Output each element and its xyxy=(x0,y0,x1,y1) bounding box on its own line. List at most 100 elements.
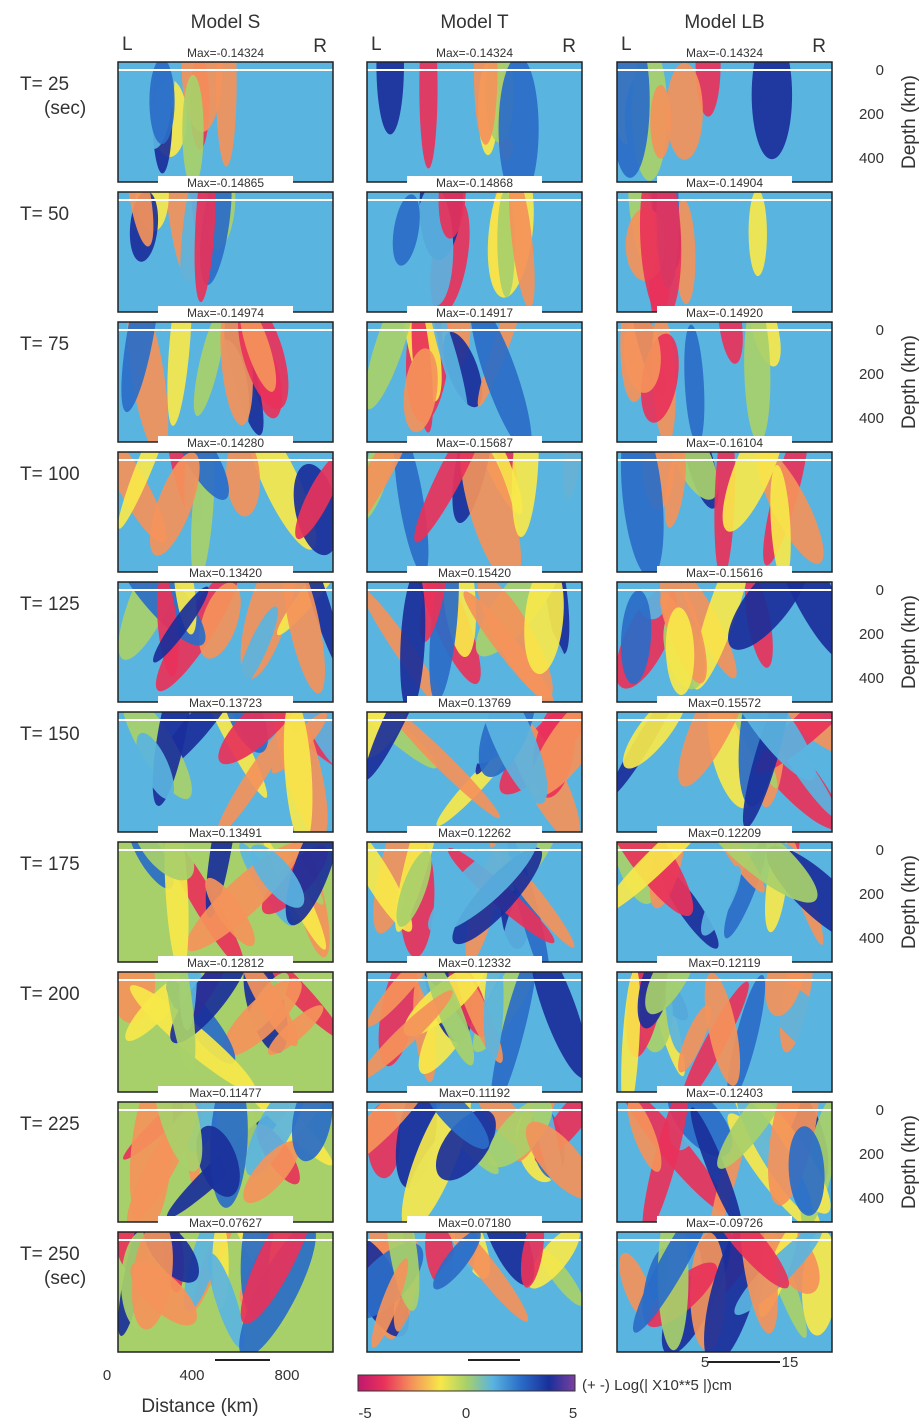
wavefield xyxy=(367,1102,582,1222)
wave-band xyxy=(748,192,767,277)
time-unit: (sec) xyxy=(44,98,86,119)
max-bg xyxy=(407,696,542,710)
max-bg xyxy=(657,956,792,970)
depth-tick: 400 xyxy=(859,930,884,947)
time-label: T= 250 xyxy=(20,1244,80,1265)
depth-tick: 400 xyxy=(859,1190,884,1207)
right-label: R xyxy=(812,36,826,57)
wave-band xyxy=(371,1258,409,1348)
wave-band xyxy=(283,712,313,832)
max-bg xyxy=(158,956,293,970)
wave-band xyxy=(530,972,582,1079)
wave-band xyxy=(765,972,806,1017)
max-label: Max=-0.14324 xyxy=(187,46,264,60)
column-title: Model T xyxy=(440,12,509,33)
max-label: Max=0.13491 xyxy=(189,826,262,840)
wavefield xyxy=(367,322,582,442)
wavefield xyxy=(617,712,832,832)
wave-band xyxy=(133,842,195,881)
wave-band xyxy=(511,452,539,538)
max-bg xyxy=(407,1086,542,1100)
max-bg xyxy=(407,956,542,970)
depth-tick: 0 xyxy=(876,582,884,599)
wavefield xyxy=(617,582,832,702)
max-bg xyxy=(158,826,293,840)
distance-tick: 0 xyxy=(103,1367,111,1384)
wave-band xyxy=(650,84,671,159)
wave-band xyxy=(684,324,705,442)
wavefield xyxy=(118,972,333,1092)
max-label: Max=-0.14904 xyxy=(686,176,763,190)
depth-tick: 0 xyxy=(876,842,884,859)
max-label: Max=0.07627 xyxy=(189,1216,262,1230)
wave-band xyxy=(633,1232,717,1333)
max-bg xyxy=(158,176,293,190)
max-label: Max=0.07180 xyxy=(438,1216,511,1230)
depth-tick: 200 xyxy=(859,106,884,123)
max-bg xyxy=(407,1216,542,1230)
colorbar-label: (+ -) Log(| X10**5 |)cm xyxy=(582,1377,732,1394)
max-label: Max=0.12209 xyxy=(688,826,761,840)
wave-band xyxy=(428,842,538,933)
left-label: L xyxy=(122,34,133,55)
time-label: T= 150 xyxy=(20,724,80,745)
wave-band xyxy=(701,865,741,936)
max-label: Max=0.12332 xyxy=(438,956,511,970)
wave-band xyxy=(385,1232,420,1311)
time-label: T= 125 xyxy=(20,594,80,615)
wavefield xyxy=(617,322,832,442)
wave-band xyxy=(282,582,325,694)
wavefield xyxy=(617,842,832,962)
depth-tick: 0 xyxy=(876,62,884,79)
wavefield xyxy=(367,972,582,1092)
max-bg xyxy=(407,436,542,450)
max-label: Max=0.13723 xyxy=(189,696,262,710)
wavefield xyxy=(617,62,832,182)
wave-band xyxy=(136,732,175,800)
max-label: Max=-0.14865 xyxy=(187,176,264,190)
wavefield xyxy=(617,192,832,312)
wave-band xyxy=(704,972,741,1086)
wave-band xyxy=(420,582,448,643)
wave-band xyxy=(665,607,695,695)
wavefield xyxy=(118,452,333,572)
panels: Model S L R Model T L R Model LB L R T= 25 (sec) Ma… xyxy=(20,12,920,1353)
wavefield xyxy=(118,1232,333,1352)
wave-band xyxy=(367,712,411,758)
time-label: T= 75 xyxy=(20,334,69,355)
wave-band xyxy=(367,990,453,1081)
wave-band xyxy=(295,582,333,672)
wave-band xyxy=(460,452,522,572)
max-label: Max=-0.16104 xyxy=(686,436,763,450)
wave-band xyxy=(617,842,721,914)
time-label: T= 175 xyxy=(20,854,80,875)
wave-band xyxy=(639,192,682,312)
wave-band xyxy=(414,452,492,543)
wave-band xyxy=(237,606,278,691)
distance-tick: 400 xyxy=(179,1367,204,1384)
wave-band xyxy=(162,972,196,1072)
max-bg xyxy=(158,1216,293,1230)
wave-band xyxy=(717,1102,792,1169)
max-bg xyxy=(407,176,542,190)
depth-tick: 400 xyxy=(859,670,884,687)
left-label: L xyxy=(621,34,632,55)
wave-band xyxy=(126,192,154,247)
wave-band xyxy=(216,723,291,832)
panel-frame xyxy=(366,1231,583,1353)
max-label: Max=-0.14280 xyxy=(187,436,264,450)
wave-band xyxy=(509,192,535,308)
wave-band xyxy=(193,322,225,416)
depth-label: Depth (km) xyxy=(899,335,920,429)
time-label: T= 200 xyxy=(20,984,80,1005)
max-label: Max=-0.09726 xyxy=(686,1216,763,1230)
wave-band xyxy=(182,74,204,182)
max-label: Max=0.12119 xyxy=(688,956,760,970)
wave-band xyxy=(678,1004,711,1073)
max-label: Max=0.15572 xyxy=(688,696,761,710)
max-label: Max=0.11192 xyxy=(439,1086,511,1100)
distance-tick: 800 xyxy=(274,1367,299,1384)
wave-band xyxy=(490,972,538,1092)
wave-band xyxy=(153,586,209,663)
column-title: Model LB xyxy=(684,12,764,33)
